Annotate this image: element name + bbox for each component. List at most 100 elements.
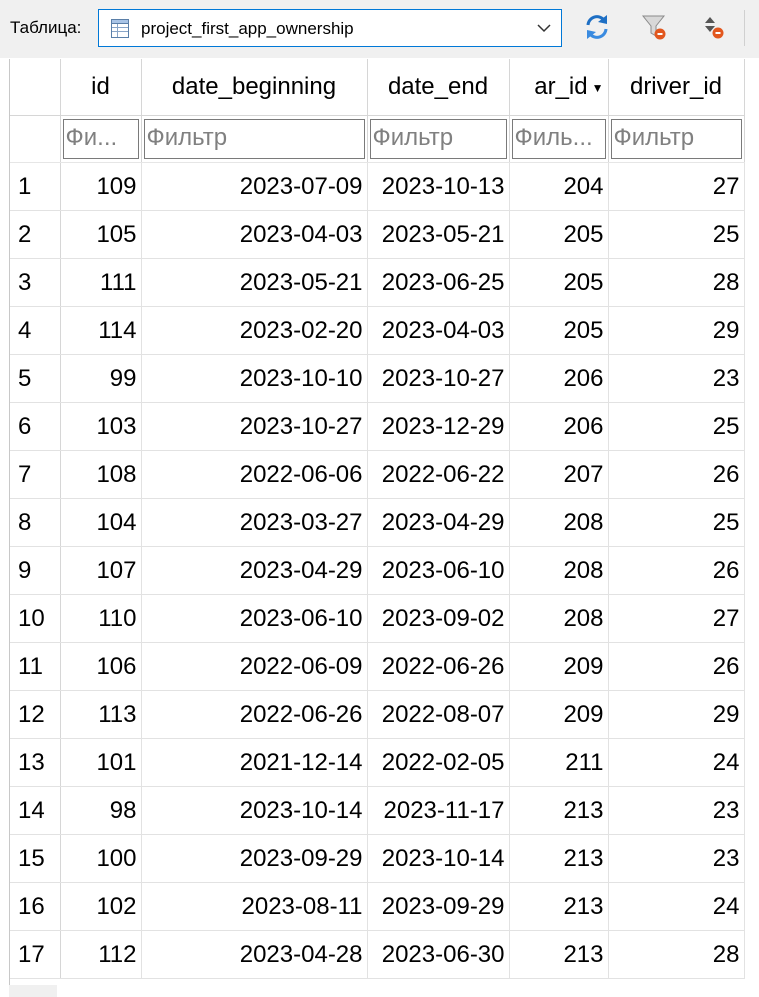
table-row[interactable]: 14 98 2023-10-14 2023-11-17 213 23	[10, 786, 745, 835]
data-grid[interactable]: id date_beginning date_end ar_id ▼ driver…	[9, 59, 759, 997]
cell-date-end[interactable]: 2023-06-30	[367, 930, 510, 979]
cell-date-end[interactable]: 2023-06-25	[367, 258, 510, 307]
cell-date-beginning[interactable]: 2023-02-20	[141, 306, 368, 355]
table-row[interactable]: 1 109 2023-07-09 2023-10-13 204 27	[10, 162, 745, 211]
cell-car-id[interactable]: 208	[509, 594, 609, 643]
cell-date-end[interactable]: 2023-10-13	[367, 162, 510, 211]
cell-driver-id[interactable]: 24	[608, 738, 745, 787]
cell-date-beginning[interactable]: 2022-06-09	[141, 642, 368, 691]
cell-driver-id[interactable]: 28	[608, 930, 745, 979]
filter-input-date-beginning[interactable]: Фильтр	[143, 119, 365, 159]
cell-date-end[interactable]: 2022-08-07	[367, 690, 510, 739]
cell-date-beginning[interactable]: 2023-07-09	[141, 162, 368, 211]
table-row[interactable]: 5 99 2023-10-10 2023-10-27 206 23	[10, 354, 745, 403]
cell-date-end[interactable]: 2023-04-03	[367, 306, 510, 355]
cell-date-beginning[interactable]: 2023-08-11	[141, 882, 368, 931]
cell-driver-id[interactable]: 26	[608, 642, 745, 691]
table-row[interactable]: 10 110 2023-06-10 2023-09-02 208 27	[10, 594, 745, 643]
cell-date-end[interactable]: 2023-11-17	[367, 786, 510, 835]
cell-date-beginning[interactable]: 2023-06-10	[141, 594, 368, 643]
cell-id[interactable]: 102	[60, 882, 142, 931]
cell-id[interactable]: 106	[60, 642, 142, 691]
table-row[interactable]: 7 108 2022-06-06 2022-06-22 207 26	[10, 450, 745, 499]
row-number[interactable]: 3	[10, 258, 61, 307]
cell-date-end[interactable]: 2022-02-05	[367, 738, 510, 787]
cell-driver-id[interactable]: 25	[608, 402, 745, 451]
column-header-car-id[interactable]: ar_id ▼	[509, 59, 609, 116]
table-row[interactable]: 8 104 2023-03-27 2023-04-29 208 25	[10, 498, 745, 547]
cell-date-end[interactable]: 2022-06-22	[367, 450, 510, 499]
cell-date-beginning[interactable]: 2023-09-29	[141, 834, 368, 883]
table-row[interactable]: 4 114 2023-02-20 2023-04-03 205 29	[10, 306, 745, 355]
cell-driver-id[interactable]: 24	[608, 882, 745, 931]
chevron-down-icon[interactable]	[537, 23, 551, 33]
cell-id[interactable]: 101	[60, 738, 142, 787]
cell-id[interactable]: 104	[60, 498, 142, 547]
row-number[interactable]: 6	[10, 402, 61, 451]
cell-car-id[interactable]: 209	[509, 642, 609, 691]
table-row[interactable]: 3 111 2023-05-21 2023-06-25 205 28	[10, 258, 745, 307]
cell-id[interactable]: 114	[60, 306, 142, 355]
filter-input-id[interactable]: Фи...	[62, 119, 139, 159]
table-row[interactable]: 16 102 2023-08-11 2023-09-29 213 24	[10, 882, 745, 931]
row-number[interactable]: 5	[10, 354, 61, 403]
cell-id[interactable]: 99	[60, 354, 142, 403]
clear-sorting-icon[interactable]	[700, 12, 728, 42]
column-header-driver-id[interactable]: driver_id	[608, 59, 745, 116]
cell-date-beginning[interactable]: 2023-10-14	[141, 786, 368, 835]
row-number[interactable]: 2	[10, 210, 61, 259]
cell-car-id[interactable]: 213	[509, 930, 609, 979]
row-number[interactable]: 8	[10, 498, 61, 547]
cell-driver-id[interactable]: 23	[608, 834, 745, 883]
row-number[interactable]: 13	[10, 738, 61, 787]
row-number[interactable]: 11	[10, 642, 61, 691]
row-number[interactable]: 16	[10, 882, 61, 931]
table-row[interactable]: 9 107 2023-04-29 2023-06-10 208 26	[10, 546, 745, 595]
row-number[interactable]: 15	[10, 834, 61, 883]
cell-date-beginning[interactable]: 2023-10-10	[141, 354, 368, 403]
filter-input-driver-id[interactable]: Фильтр	[610, 119, 742, 159]
cell-date-end[interactable]: 2023-05-21	[367, 210, 510, 259]
cell-id[interactable]: 111	[60, 258, 142, 307]
cell-driver-id[interactable]: 23	[608, 786, 745, 835]
row-number[interactable]: 10	[10, 594, 61, 643]
refresh-icon[interactable]	[583, 12, 611, 42]
table-select-dropdown[interactable]: project_first_app_ownership	[98, 9, 562, 47]
cell-car-id[interactable]: 205	[509, 210, 609, 259]
cell-date-beginning[interactable]: 2021-12-14	[141, 738, 368, 787]
row-number[interactable]: 7	[10, 450, 61, 499]
cell-date-end[interactable]: 2023-10-27	[367, 354, 510, 403]
row-number[interactable]: 14	[10, 786, 61, 835]
cell-date-beginning[interactable]: 2022-06-26	[141, 690, 368, 739]
table-row[interactable]: 2 105 2023-04-03 2023-05-21 205 25	[10, 210, 745, 259]
cell-driver-id[interactable]: 25	[608, 210, 745, 259]
row-number[interactable]: 12	[10, 690, 61, 739]
cell-car-id[interactable]: 207	[509, 450, 609, 499]
row-number[interactable]: 17	[10, 930, 61, 979]
filter-input-date-end[interactable]: Фильтр	[369, 119, 507, 159]
cell-id[interactable]: 113	[60, 690, 142, 739]
horizontal-scrollbar[interactable]	[9, 985, 57, 997]
cell-car-id[interactable]: 213	[509, 882, 609, 931]
cell-date-beginning[interactable]: 2023-04-29	[141, 546, 368, 595]
cell-driver-id[interactable]: 25	[608, 498, 745, 547]
cell-id[interactable]: 98	[60, 786, 142, 835]
column-header-date-end[interactable]: date_end	[367, 59, 510, 116]
cell-date-end[interactable]: 2023-04-29	[367, 498, 510, 547]
cell-car-id[interactable]: 208	[509, 546, 609, 595]
table-row[interactable]: 12 113 2022-06-26 2022-08-07 209 29	[10, 690, 745, 739]
cell-date-beginning[interactable]: 2023-03-27	[141, 498, 368, 547]
cell-id[interactable]: 112	[60, 930, 142, 979]
cell-date-end[interactable]: 2023-12-29	[367, 402, 510, 451]
cell-id[interactable]: 103	[60, 402, 142, 451]
cell-car-id[interactable]: 211	[509, 738, 609, 787]
cell-date-beginning[interactable]: 2023-05-21	[141, 258, 368, 307]
cell-car-id[interactable]: 206	[509, 354, 609, 403]
cell-date-end[interactable]: 2023-09-29	[367, 882, 510, 931]
cell-date-beginning[interactable]: 2023-04-03	[141, 210, 368, 259]
filter-input-car-id[interactable]: Филь...	[511, 119, 606, 159]
cell-driver-id[interactable]: 28	[608, 258, 745, 307]
grid-corner[interactable]	[10, 59, 61, 116]
cell-car-id[interactable]: 204	[509, 162, 609, 211]
cell-driver-id[interactable]: 27	[608, 162, 745, 211]
